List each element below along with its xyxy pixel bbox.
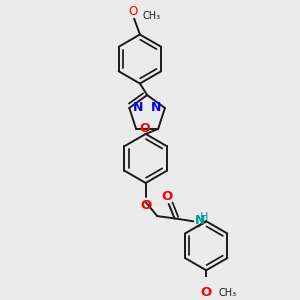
- Text: O: O: [201, 286, 212, 298]
- Text: H: H: [200, 212, 208, 222]
- Text: O: O: [162, 190, 173, 203]
- Text: CH₃: CH₃: [142, 11, 160, 21]
- Text: N: N: [194, 214, 205, 227]
- Text: N: N: [151, 101, 161, 114]
- Text: O: O: [140, 122, 150, 135]
- Text: CH₃: CH₃: [219, 288, 237, 298]
- Text: O: O: [129, 4, 138, 17]
- Text: N: N: [133, 101, 143, 114]
- Text: O: O: [140, 199, 151, 212]
